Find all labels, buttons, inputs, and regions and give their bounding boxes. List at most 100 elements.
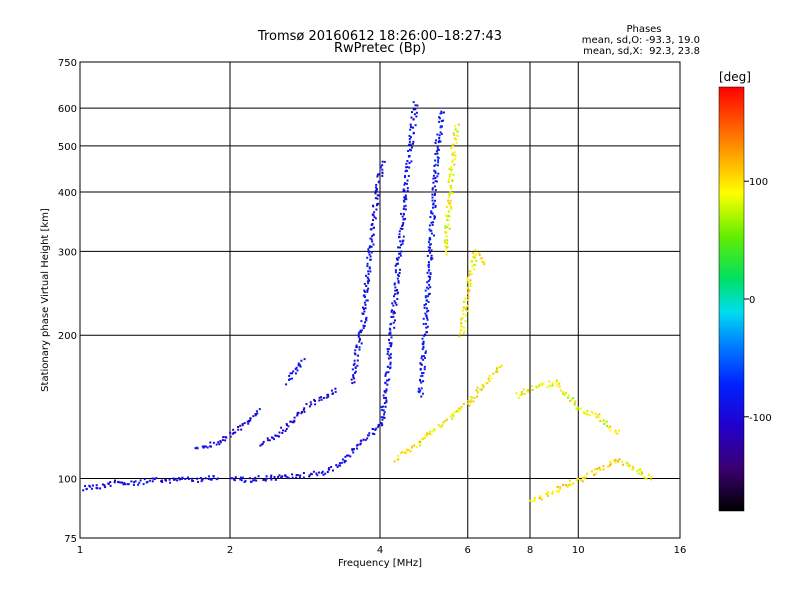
data-point bbox=[404, 204, 407, 207]
data-point bbox=[187, 476, 189, 479]
data-point bbox=[603, 423, 606, 425]
data-point bbox=[427, 280, 430, 282]
data-point bbox=[389, 345, 392, 348]
data-point bbox=[449, 185, 452, 188]
data-point bbox=[363, 308, 365, 310]
data-point bbox=[451, 159, 454, 162]
data-point bbox=[569, 400, 571, 402]
data-point bbox=[281, 432, 284, 434]
data-point bbox=[474, 264, 477, 267]
data-point bbox=[429, 243, 431, 246]
data-point bbox=[134, 480, 137, 483]
data-point bbox=[364, 321, 366, 324]
data-point bbox=[394, 269, 397, 272]
x-tick-label: 4 bbox=[377, 545, 383, 556]
data-point bbox=[288, 374, 291, 377]
data-point bbox=[586, 413, 589, 416]
data-point bbox=[399, 254, 402, 257]
data-point bbox=[285, 428, 288, 430]
data-point bbox=[527, 388, 530, 391]
data-point bbox=[429, 276, 432, 279]
data-point bbox=[562, 392, 564, 395]
data-point bbox=[281, 475, 284, 478]
y-axis: 75 100 200 300 400 500 600 750 bbox=[58, 58, 77, 545]
data-point bbox=[430, 211, 433, 214]
trace-o bbox=[417, 110, 445, 398]
data-point bbox=[464, 320, 467, 323]
data-point bbox=[434, 159, 437, 162]
data-point bbox=[357, 354, 360, 357]
data-point bbox=[305, 403, 308, 406]
data-point bbox=[556, 485, 559, 488]
data-point bbox=[416, 446, 418, 449]
data-point bbox=[367, 248, 370, 251]
data-point bbox=[384, 374, 387, 377]
data-point bbox=[405, 169, 408, 172]
data-point bbox=[455, 141, 458, 144]
data-point bbox=[446, 215, 449, 218]
data-point bbox=[405, 198, 408, 201]
data-point bbox=[383, 390, 386, 393]
data-point bbox=[373, 226, 375, 229]
data-point bbox=[375, 183, 378, 186]
data-point bbox=[432, 202, 435, 205]
data-point bbox=[448, 193, 451, 196]
data-point bbox=[431, 223, 434, 226]
data-point bbox=[428, 432, 431, 435]
data-point bbox=[478, 252, 481, 255]
data-point bbox=[439, 112, 442, 115]
data-point bbox=[224, 439, 227, 442]
data-point bbox=[389, 353, 392, 356]
data-point bbox=[449, 205, 452, 208]
data-point bbox=[462, 306, 465, 309]
data-point bbox=[383, 413, 385, 416]
data-point bbox=[148, 479, 151, 482]
data-point bbox=[216, 477, 219, 480]
data-point bbox=[210, 478, 213, 481]
data-point bbox=[255, 479, 258, 482]
data-point bbox=[451, 417, 454, 420]
data-point bbox=[429, 272, 432, 275]
data-point bbox=[292, 421, 295, 424]
data-point bbox=[456, 410, 459, 412]
data-point bbox=[480, 388, 483, 391]
data-point bbox=[229, 435, 232, 438]
data-point bbox=[403, 189, 406, 192]
data-point bbox=[399, 268, 401, 271]
y-axis-label: Stationary phase Virtual Height [km] bbox=[40, 208, 51, 392]
data-point bbox=[448, 178, 450, 181]
data-point bbox=[420, 381, 423, 384]
data-point bbox=[161, 479, 163, 482]
data-point bbox=[344, 455, 347, 458]
data-point bbox=[467, 281, 470, 284]
data-point bbox=[443, 111, 445, 114]
data-point bbox=[204, 445, 207, 448]
data-point bbox=[326, 471, 329, 473]
data-point bbox=[254, 476, 257, 479]
colorbar-tick-label: -100 bbox=[749, 413, 772, 424]
data-point bbox=[377, 173, 380, 176]
data-point bbox=[254, 413, 257, 415]
colorbar-label: [deg] bbox=[719, 70, 751, 84]
data-point bbox=[609, 461, 611, 463]
data-point bbox=[321, 470, 324, 473]
data-point bbox=[392, 310, 395, 313]
data-point bbox=[467, 287, 470, 290]
data-point bbox=[353, 359, 356, 362]
data-point bbox=[427, 295, 429, 298]
data-point bbox=[579, 408, 582, 410]
data-point bbox=[425, 303, 427, 306]
data-point bbox=[297, 364, 300, 367]
data-point bbox=[322, 397, 325, 399]
data-point bbox=[402, 207, 405, 210]
data-point bbox=[398, 252, 400, 255]
data-point bbox=[628, 465, 631, 468]
data-point bbox=[373, 211, 376, 214]
data-point bbox=[460, 406, 463, 409]
data-point bbox=[440, 132, 443, 135]
colorbar-tick-label: 100 bbox=[749, 177, 768, 188]
data-point bbox=[375, 186, 377, 189]
data-point bbox=[367, 287, 370, 290]
data-point bbox=[277, 475, 280, 478]
data-point bbox=[428, 224, 431, 227]
